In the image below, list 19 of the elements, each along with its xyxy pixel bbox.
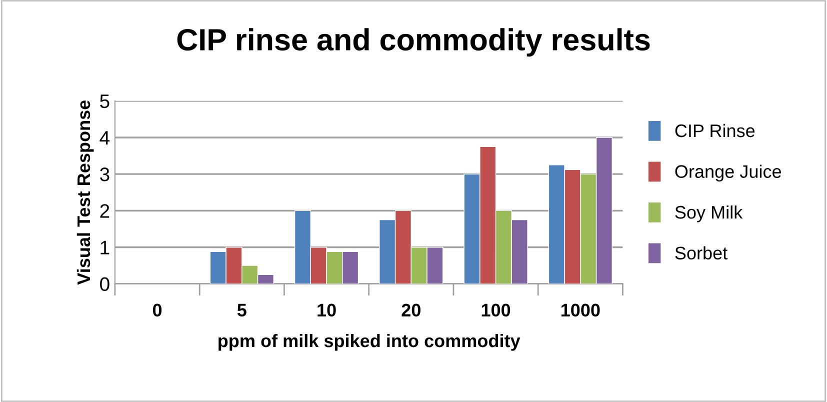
y-tick-label: 2 [100,204,110,218]
y-tick-label: 1 [100,240,110,254]
x-tick-label: 20 [402,304,420,317]
x-axis-title: ppm of milk spiked into commodity [218,334,520,351]
x-tick-label: 1000 [561,304,600,317]
x-tick-label: 0 [152,304,162,317]
legend-label: Orange Juice [675,164,781,182]
chart-title: CIP rinse and commodity results [177,28,650,57]
y-tick-label: 3 [100,168,110,182]
y-tick-label: 5 [100,94,110,108]
legend-label: CIP Rinse [675,124,755,138]
x-tick-label: 100 [482,304,510,317]
x-tick-label: 5 [237,304,246,317]
legend-label: Soy Milk [675,205,743,222]
x-tick-label: 10 [318,304,336,317]
legend-label: Sorbet [675,246,728,260]
y-tick-label: 4 [100,131,110,145]
y-axis-title: Visual Test Response [76,100,94,285]
y-tick-label: 0 [100,277,110,292]
